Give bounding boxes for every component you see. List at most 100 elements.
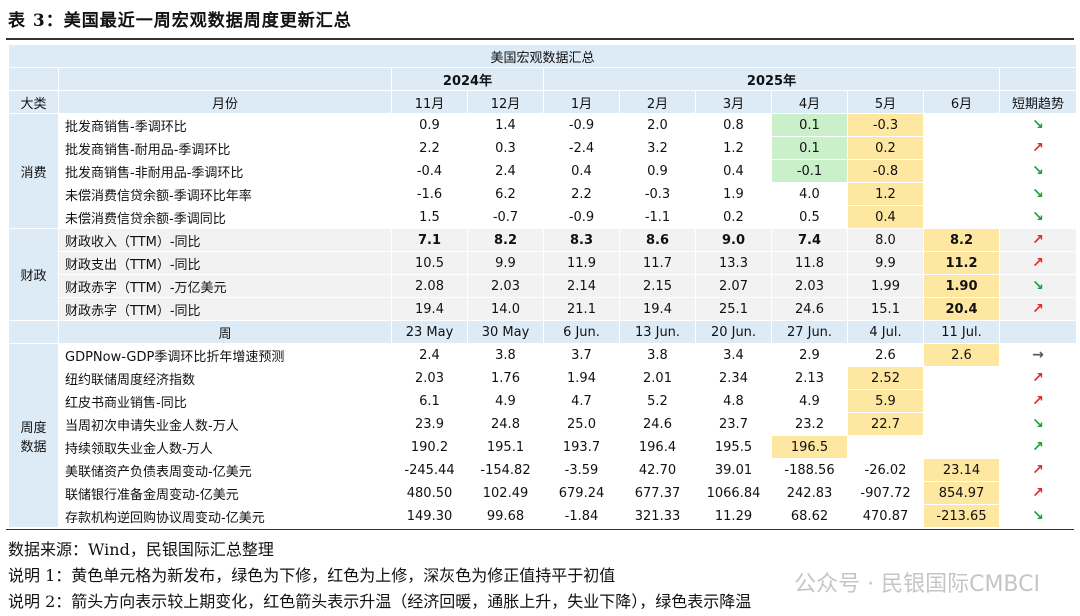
value-cell: 0.9 xyxy=(391,113,468,137)
week-col: 23 May xyxy=(391,320,468,344)
row-label: 当周初次申请失业金人数-万人 xyxy=(58,412,392,436)
trend-arrow-cell: ↗ xyxy=(999,366,1077,390)
value-cell: 1.99 xyxy=(847,274,924,298)
value-cell: -26.02 xyxy=(847,458,924,482)
month-col: 3月 xyxy=(695,90,772,114)
value-cell: 39.01 xyxy=(695,458,772,482)
value-cell: -188.56 xyxy=(771,458,848,482)
category-header: 大类 xyxy=(8,90,59,114)
value-cell: 8.2 xyxy=(467,228,544,252)
trend-arrow-cell: ↗ xyxy=(999,297,1077,321)
value-cell: -1.84 xyxy=(543,504,620,528)
trend-arrow-cell: ↗ xyxy=(999,228,1077,252)
value-cell: 2.9 xyxy=(771,343,848,367)
arrow-up-red-icon: ↗ xyxy=(1032,369,1044,386)
value-cell: 2.34 xyxy=(695,366,772,390)
value-cell: 196.4 xyxy=(619,435,696,459)
value-cell: -907.72 xyxy=(847,481,924,505)
table-row: 未偿消费信贷余额-季调环比年率 -1.6 6.2 2.2 -0.3 1.9 4.0 1.2 ↘ xyxy=(9,182,1077,206)
arrow-up-red-icon: ↗ xyxy=(1032,461,1044,478)
trend-arrow-cell: ↗ xyxy=(999,136,1077,160)
month-col: 12月 xyxy=(467,90,544,114)
category-fiscal: 财政 xyxy=(8,228,59,321)
value-cell: 14.0 xyxy=(467,297,544,321)
table-row: 财政赤字（TTM）-同比 19.4 14.0 21.1 19.4 25.1 24.6 15.1… xyxy=(9,297,1077,321)
value-cell: 677.37 xyxy=(619,481,696,505)
row-label: 红皮书商业销售-同比 xyxy=(58,389,392,413)
value-cell: 1066.84 xyxy=(695,481,772,505)
row-label: 联储银行准备金周变动-亿美元 xyxy=(58,481,392,505)
trend-arrow-cell: ↘ xyxy=(999,274,1077,298)
value-cell: -0.1 xyxy=(771,159,848,183)
trend-arrow-cell: ↘ xyxy=(999,504,1077,528)
trend-arrow-cell: → xyxy=(999,343,1077,367)
blank-cell xyxy=(8,67,59,91)
month-col: 11月 xyxy=(391,90,468,114)
row-label: 财政赤字（TTM）-万亿美元 xyxy=(58,274,392,298)
category-weekly-line1: 周度 xyxy=(20,420,47,436)
value-cell: 0.9 xyxy=(619,159,696,183)
value-cell: 5.9 xyxy=(847,389,924,413)
value-cell: 679.24 xyxy=(543,481,620,505)
value-cell: 22.7 xyxy=(847,412,924,436)
value-cell: -2.4 xyxy=(543,136,620,160)
week-col: 6 Jun. xyxy=(543,320,620,344)
value-cell: 25.0 xyxy=(543,412,620,436)
explanation-note-1: 说明 1：黄色单元格为新发布，绿色为下修，红色为上修，深灰色为修正值持平于初值 xyxy=(8,566,616,585)
row-label: 财政赤字（TTM）-同比 xyxy=(58,297,392,321)
value-cell: 5.2 xyxy=(619,389,696,413)
value-cell: 195.1 xyxy=(467,435,544,459)
value-cell: 2.01 xyxy=(619,366,696,390)
row-label: GDPNow-GDP季调环比折年增速预测 xyxy=(58,343,392,367)
value-cell: -213.65 xyxy=(923,504,1000,528)
week-col: 27 Jun. xyxy=(771,320,848,344)
row-label: 批发商销售-季调环比 xyxy=(58,113,392,137)
value-cell: -245.44 xyxy=(391,458,468,482)
value-cell: 1.94 xyxy=(543,366,620,390)
value-cell: 2.4 xyxy=(467,159,544,183)
value-cell: 2.2 xyxy=(543,182,620,206)
arrow-down-green-icon: ↘ xyxy=(1032,162,1044,179)
value-cell: 1.90 xyxy=(923,274,1000,298)
value-cell xyxy=(923,159,1000,183)
value-cell xyxy=(923,205,1000,229)
value-cell: 8.3 xyxy=(543,228,620,252)
value-cell: -1.1 xyxy=(619,205,696,229)
value-cell: 196.5 xyxy=(771,435,848,459)
value-cell: 2.08 xyxy=(391,274,468,298)
month-col: 4月 xyxy=(771,90,848,114)
value-cell: 102.49 xyxy=(467,481,544,505)
value-cell: 2.6 xyxy=(847,343,924,367)
table-row: 纽约联储周度经济指数 2.03 1.76 1.94 2.01 2.34 2.13 2.52 ↗ xyxy=(9,366,1077,390)
category-weekly: 周度 数据 xyxy=(8,343,59,528)
value-cell: 99.68 xyxy=(467,504,544,528)
value-cell: 2.4 xyxy=(391,343,468,367)
arrow-right-gray-icon: → xyxy=(1032,346,1044,363)
value-cell: 42.70 xyxy=(619,458,696,482)
arrow-down-green-icon: ↘ xyxy=(1032,277,1044,294)
value-cell: 24.6 xyxy=(771,297,848,321)
table-row: 联储银行准备金周变动-亿美元 480.50 102.49 679.24 677.37 10… xyxy=(9,481,1077,505)
value-cell: 3.4 xyxy=(695,343,772,367)
table-caption: 表 3：美国最近一周宏观数据周度更新汇总 xyxy=(8,11,352,31)
table-row: 消费 批发商销售-季调环比 0.9 1.4 -0.9 2.0 0.8 0.1 -0.3 ↘ xyxy=(8,113,1077,229)
arrow-down-green-icon: ↘ xyxy=(1032,507,1044,524)
value-cell: 2.15 xyxy=(619,274,696,298)
trend-arrow-cell: ↗ xyxy=(999,458,1077,482)
value-cell: 3.8 xyxy=(619,343,696,367)
value-cell xyxy=(923,412,1000,436)
value-cell: 7.4 xyxy=(771,228,848,252)
value-cell: 480.50 xyxy=(391,481,468,505)
value-cell: 21.1 xyxy=(543,297,620,321)
value-cell: 1.4 xyxy=(467,113,544,137)
value-cell: 1.2 xyxy=(695,136,772,160)
value-cell: -0.7 xyxy=(467,205,544,229)
value-cell: 8.6 xyxy=(619,228,696,252)
blank-cell xyxy=(999,67,1077,91)
value-cell: 2.52 xyxy=(847,366,924,390)
value-cell: 4.9 xyxy=(771,389,848,413)
macro-data-table: 美国宏观数据汇总 2024年 2025年 大类 月份 11月 12月 1月 2月… xyxy=(8,44,1077,528)
value-cell: 15.1 xyxy=(847,297,924,321)
arrow-up-red-icon: ↗ xyxy=(1032,139,1044,156)
value-cell: 8.0 xyxy=(847,228,924,252)
